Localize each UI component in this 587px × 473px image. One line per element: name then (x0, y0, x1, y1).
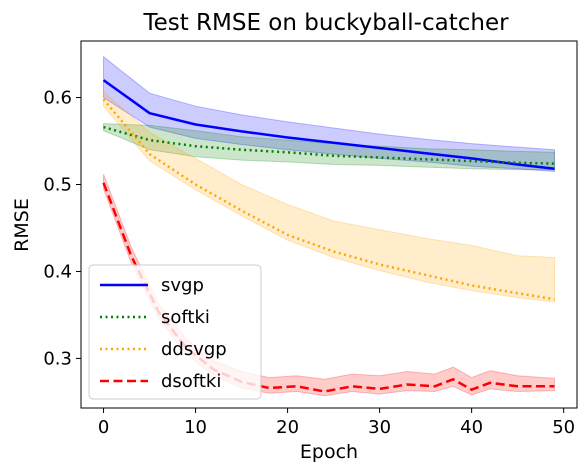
x-axis-ticks: 0 10 20 30 40 50 (98, 408, 575, 438)
legend-label-svgp: svgp (161, 275, 204, 296)
legend-label-softki: softki (161, 307, 210, 328)
band-softki (103, 123, 555, 171)
x-tick-label: 50 (552, 417, 575, 438)
legend: svgp softki ddsvgp dsoftki (88, 264, 262, 400)
band-ddsvgp (103, 90, 555, 303)
chart-title: Test RMSE on buckyball-catcher (142, 10, 509, 36)
y-tick-label: 0.3 (43, 348, 72, 369)
series-line-softki (103, 125, 555, 165)
series-line-ddsvgp (102, 98, 555, 301)
y-tick-label: 0.5 (43, 174, 72, 195)
x-tick-label: 20 (276, 417, 299, 438)
legend-label-ddsvgp: ddsvgp (161, 339, 227, 360)
x-tick-label: 0 (98, 417, 109, 438)
legend-box (88, 264, 262, 400)
x-tick-label: 40 (460, 417, 483, 438)
y-tick-label: 0.6 (43, 88, 72, 109)
y-axis-label: RMSE (11, 198, 33, 252)
x-tick-label: 10 (184, 417, 207, 438)
x-axis-label: Epoch (300, 441, 358, 463)
confidence-bands (103, 55, 555, 397)
band-svgp (103, 55, 555, 173)
legend-items: svgp softki ddsvgp dsoftki (100, 275, 227, 392)
x-tick-label: 30 (368, 417, 391, 438)
plot-frame (80, 40, 578, 409)
legend-label-dsoftki: dsoftki (161, 371, 221, 392)
y-tick-label: 0.4 (43, 261, 72, 282)
y-axis-ticks: 0.3 0.4 0.5 0.6 (43, 88, 81, 369)
